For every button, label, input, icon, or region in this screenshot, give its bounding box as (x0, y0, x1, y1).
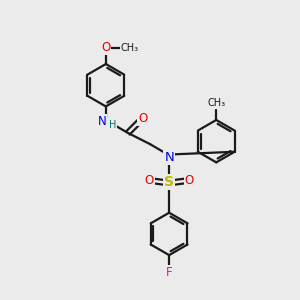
Text: O: O (101, 41, 110, 54)
Text: H: H (109, 120, 116, 130)
Text: O: O (138, 112, 147, 125)
Text: N: N (98, 115, 106, 128)
Text: S: S (164, 176, 174, 189)
Text: F: F (166, 266, 172, 279)
Text: O: O (184, 174, 194, 188)
Text: O: O (145, 174, 154, 188)
Text: CH₃: CH₃ (207, 98, 225, 108)
Text: CH₃: CH₃ (121, 43, 139, 53)
Text: N: N (164, 151, 174, 164)
